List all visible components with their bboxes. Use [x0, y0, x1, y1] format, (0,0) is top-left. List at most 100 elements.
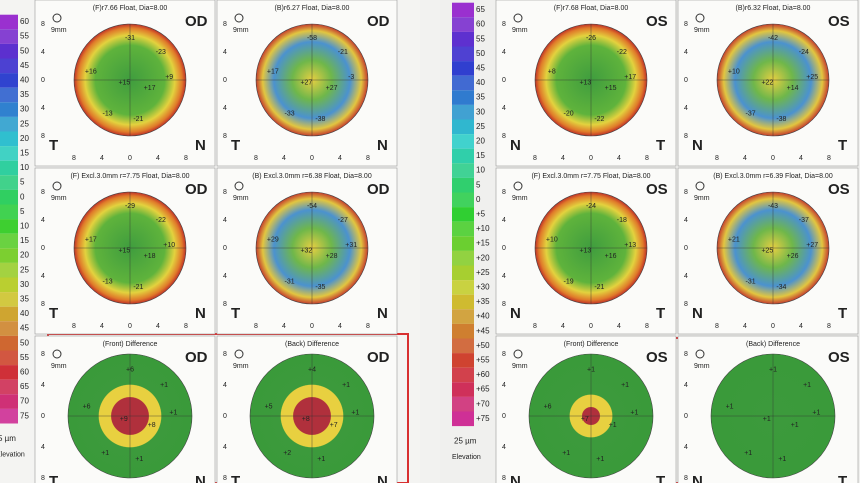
map-value: +1 [763, 416, 771, 423]
scale-label: +25 [476, 268, 490, 277]
scale-swatch [0, 350, 18, 366]
scale-swatch [0, 379, 18, 395]
scale-label: 30 [20, 280, 29, 289]
scale-swatch [452, 148, 474, 164]
map-value: -27 [338, 217, 348, 224]
eye-label: OD [367, 349, 390, 366]
y-tick-label: 0 [223, 413, 227, 420]
x-tick-label: 4 [338, 323, 342, 330]
scale-label: +35 [476, 297, 490, 306]
scale-swatch [0, 146, 18, 161]
scale-swatch [0, 160, 18, 176]
map-value: +21 [728, 236, 740, 243]
eye-label: OD [185, 181, 208, 198]
x-tick-label: 8 [645, 155, 649, 162]
zoom-label: 9mm [51, 363, 67, 370]
side-label: N [195, 473, 206, 483]
panel-title: (Front) Difference [103, 341, 158, 348]
y-tick-label: 8 [223, 301, 227, 308]
map-value: +1 [621, 382, 629, 389]
map-value: -3 [348, 74, 354, 81]
side-label: N [510, 473, 521, 483]
map-value: +9 [165, 74, 173, 81]
map-value: +32 [300, 248, 312, 255]
y-tick-label: 8 [223, 351, 227, 358]
scale-label: 35 [20, 295, 29, 304]
y-tick-label: 8 [684, 133, 688, 140]
y-tick-label: 4 [502, 49, 506, 56]
scale-swatch [0, 233, 18, 249]
y-tick-label: 0 [223, 245, 227, 252]
side-label: N [692, 473, 703, 483]
y-tick-label: 8 [223, 189, 227, 196]
map-value: -31 [746, 278, 756, 285]
scale-label: 50 [20, 338, 29, 347]
y-tick-label: 4 [41, 217, 45, 224]
scale-label: +65 [476, 385, 490, 394]
x-tick-label: 0 [589, 323, 593, 330]
scale-label: 5 [476, 180, 481, 189]
zoom-icon [513, 349, 523, 359]
y-tick-label: 4 [223, 382, 227, 389]
x-tick-label: 4 [282, 323, 286, 330]
scale-label: 30 [20, 105, 29, 114]
map-value: +9 [120, 416, 128, 423]
y-tick-label: 8 [502, 189, 506, 196]
scale-swatch [452, 46, 474, 62]
x-tick-label: 4 [100, 155, 104, 162]
map-value: -21 [133, 284, 143, 291]
panel-title: (F)r7.68 Float, Dia=8.00 [554, 5, 629, 12]
scale-label: +50 [476, 341, 490, 350]
y-tick-label: 8 [502, 301, 506, 308]
map-value: +17 [85, 236, 97, 243]
map-value: +18 [144, 253, 156, 260]
scale-unit: 25 µm [454, 437, 477, 446]
map-value: -35 [315, 284, 325, 291]
map-value: +25 [806, 74, 818, 81]
map-value: -26 [586, 35, 596, 42]
map-value: +7 [330, 422, 338, 429]
map-value: +16 [85, 68, 97, 75]
map-value: -58 [307, 35, 317, 42]
map-value: +1 [769, 366, 777, 373]
x-tick-label: 8 [827, 155, 831, 162]
scale-swatch [0, 219, 18, 234]
scale-label: 40 [20, 76, 29, 85]
scale-label: 45 [476, 64, 485, 73]
y-tick-label: 4 [684, 217, 688, 224]
scale-label: +55 [476, 356, 490, 365]
map-value: +1 [791, 422, 799, 429]
scale-swatch [0, 87, 18, 103]
map-value: -38 [315, 116, 325, 123]
x-tick-label: 8 [184, 323, 188, 330]
side-label: T [49, 137, 58, 154]
side-label: T [49, 473, 58, 483]
scale-swatch [452, 309, 474, 324]
zoom-icon [695, 13, 705, 23]
scale-label: 10 [20, 163, 29, 172]
scale-label: 65 [20, 382, 29, 391]
map-value: -22 [156, 217, 166, 224]
zoom-icon [52, 13, 62, 23]
x-tick-label: 8 [715, 155, 719, 162]
scale-swatch [452, 192, 474, 208]
y-tick-label: 8 [41, 475, 45, 482]
y-tick-label: 8 [41, 351, 45, 358]
scale-label: +70 [476, 399, 490, 408]
scale-swatch [0, 175, 18, 190]
x-tick-label: 8 [254, 323, 258, 330]
scale-swatch [0, 43, 18, 59]
y-tick-label: 0 [684, 77, 688, 84]
y-tick-label: 4 [502, 217, 506, 224]
scale-label: 50 [476, 49, 485, 58]
x-tick-label: 8 [72, 155, 76, 162]
zoom-label: 9mm [694, 195, 710, 202]
y-tick-label: 4 [502, 382, 506, 389]
eye-label: OS [646, 13, 668, 30]
scale-swatch [0, 321, 18, 336]
scale-unit: 5 µm [0, 434, 16, 443]
y-tick-label: 8 [223, 21, 227, 28]
map-value: +2 [283, 450, 291, 457]
map-value: +1 [630, 410, 638, 417]
side-label: T [838, 473, 847, 483]
